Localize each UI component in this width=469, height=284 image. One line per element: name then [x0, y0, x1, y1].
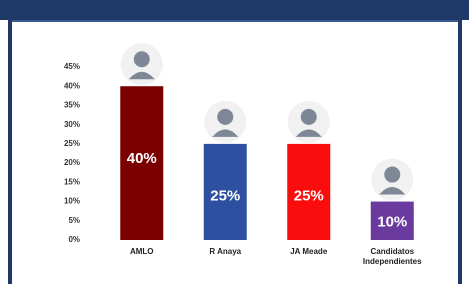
portrait-head: [301, 109, 317, 125]
y-tick-label: 5%: [68, 216, 80, 225]
y-tick-label: 20%: [64, 158, 80, 167]
x-tick-label: JA Meade: [264, 247, 354, 257]
portrait-head: [384, 167, 400, 183]
y-tick-label: 10%: [64, 197, 80, 206]
y-tick-label: 30%: [64, 120, 80, 129]
value-label: 40%: [127, 150, 157, 167]
y-tick-label: 25%: [64, 139, 80, 148]
top-band: [0, 0, 469, 20]
screenshot: 0% 5% 10% 15% 20% 25% 30% 35% 40% 45% 40% 25% 25% 10%…: [0, 0, 469, 284]
frame-left: [8, 20, 12, 284]
y-tick-label: 35%: [64, 101, 80, 110]
x-tick-label: AMLO: [97, 247, 187, 257]
value-label: 25%: [294, 188, 324, 205]
x-tick-label: R Anaya: [180, 247, 270, 257]
frame-right: [458, 20, 462, 284]
y-tick-label: 40%: [64, 81, 80, 90]
value-label: 10%: [377, 214, 407, 231]
x-tick-label: Candidatos Independientes: [347, 247, 437, 267]
portrait-head: [217, 109, 233, 125]
chart: 0% 5% 10% 15% 20% 25% 30% 35% 40% 45% 40% 25% 25% 10%: [0, 0, 469, 284]
y-tick-label: 15%: [64, 177, 80, 186]
y-tick-label: 45%: [64, 62, 80, 71]
value-label: 25%: [210, 188, 240, 205]
y-tick-label: 0%: [68, 235, 80, 244]
portrait-head: [134, 51, 150, 67]
